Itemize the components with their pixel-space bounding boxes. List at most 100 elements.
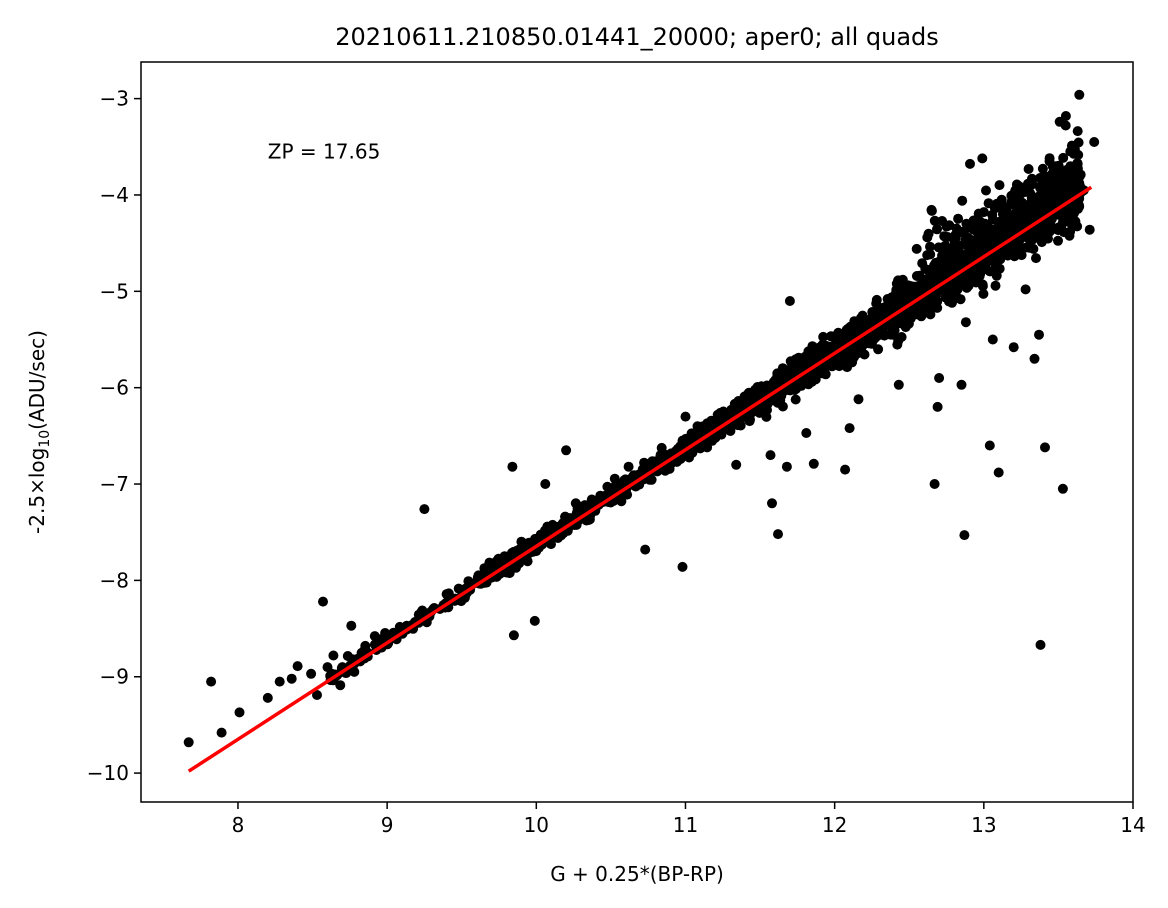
- data-point: [960, 317, 971, 328]
- data-point: [1034, 329, 1044, 340]
- data-point: [586, 494, 597, 505]
- data-point: [1039, 180, 1050, 191]
- data-point: [925, 309, 936, 320]
- data-point: [1060, 168, 1071, 179]
- data-point: [1053, 235, 1063, 246]
- data-point: [443, 588, 454, 599]
- data-point: [898, 288, 909, 298]
- data-point: [1037, 163, 1048, 174]
- data-point: [953, 213, 964, 224]
- data-point: [529, 615, 540, 626]
- data-point: [286, 673, 297, 684]
- data-point: [777, 401, 788, 412]
- data-point: [1065, 178, 1076, 189]
- data-point: [731, 459, 742, 470]
- data-point: [957, 195, 968, 206]
- data-point: [981, 185, 991, 196]
- data-point: [810, 374, 821, 385]
- data-point: [896, 332, 907, 342]
- data-point: [903, 317, 914, 328]
- data-point: [949, 262, 960, 273]
- data-point: [349, 666, 360, 677]
- data-point: [508, 630, 519, 641]
- data-point: [944, 293, 955, 304]
- data-point: [925, 241, 935, 252]
- data-point: [969, 237, 980, 248]
- data-points: [183, 89, 1100, 773]
- data-point: [546, 539, 556, 550]
- data-point: [937, 250, 948, 261]
- data-point: [1072, 126, 1083, 137]
- data-point: [1074, 89, 1085, 100]
- data-point: [540, 479, 551, 489]
- data-point: [781, 367, 792, 378]
- data-point: [977, 153, 988, 164]
- data-point: [911, 271, 922, 281]
- data-point: [1060, 111, 1071, 121]
- y-tick-label: −9: [100, 665, 129, 689]
- y-tick-label: −10: [87, 761, 129, 785]
- data-point: [946, 244, 957, 255]
- data-point: [360, 640, 371, 651]
- data-point: [1033, 191, 1044, 202]
- data-point: [729, 398, 740, 409]
- data-point: [932, 401, 943, 412]
- data-point: [328, 650, 339, 661]
- zero-point-fit-line: [187, 185, 1093, 773]
- data-point: [1035, 204, 1046, 215]
- data-point: [507, 461, 518, 472]
- data-point: [1023, 215, 1034, 226]
- data-point: [234, 707, 245, 718]
- data-point: [994, 180, 1005, 191]
- data-point: [765, 450, 776, 461]
- x-tick-label: 13: [971, 813, 996, 837]
- data-point: [369, 631, 380, 642]
- data-point: [335, 680, 346, 691]
- data-point: [1042, 197, 1053, 208]
- data-point: [936, 258, 947, 269]
- data-point: [932, 296, 943, 307]
- data-point: [844, 423, 855, 434]
- data-point: [677, 561, 688, 572]
- data-point: [660, 465, 671, 476]
- data-point: [973, 208, 984, 219]
- data-point: [993, 467, 1004, 478]
- data-point: [1040, 442, 1050, 453]
- data-point: [622, 489, 633, 500]
- data-point: [932, 224, 942, 235]
- data-point: [808, 458, 819, 469]
- data-point: [623, 461, 634, 472]
- plot-area: [183, 89, 1100, 773]
- x-tick-label: 9: [381, 813, 394, 837]
- data-point: [932, 273, 943, 284]
- data-point: [1057, 483, 1068, 494]
- data-point: [1023, 164, 1034, 174]
- data-point: [561, 445, 572, 456]
- data-point: [984, 440, 995, 451]
- data-point: [991, 223, 1002, 234]
- y-tick-label: −7: [100, 472, 129, 496]
- data-point: [967, 271, 978, 281]
- data-point: [648, 458, 659, 469]
- data-point: [965, 158, 975, 169]
- data-point: [892, 339, 903, 350]
- zero-point-annotation: ZP = 17.65: [268, 140, 381, 164]
- data-point: [1066, 140, 1077, 151]
- data-point: [680, 411, 691, 422]
- y-tick-label: −3: [100, 87, 129, 111]
- data-point: [486, 563, 497, 574]
- data-point: [781, 461, 792, 472]
- data-point: [959, 530, 970, 541]
- data-point: [929, 479, 940, 489]
- data-point: [978, 288, 989, 299]
- data-point: [929, 215, 940, 226]
- data-point: [318, 596, 328, 607]
- y-tick-label: −4: [100, 183, 129, 207]
- data-point: [739, 391, 750, 402]
- x-tick-label: 10: [524, 813, 549, 837]
- data-point: [1027, 173, 1037, 184]
- data-point: [1022, 207, 1033, 218]
- data-point: [911, 243, 922, 254]
